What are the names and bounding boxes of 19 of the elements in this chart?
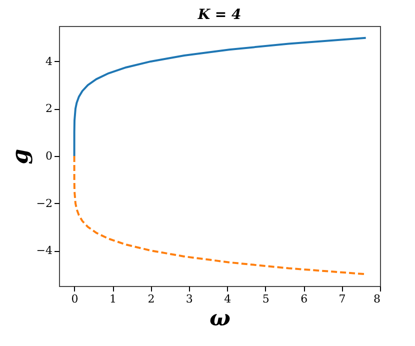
y-tick-label: 4 [46, 54, 52, 68]
x-tick-label: 8 [374, 292, 380, 306]
x-tick-label: 5 [262, 292, 270, 306]
line-series [73, 36, 367, 157]
y-tick-label: −4 [36, 244, 52, 258]
y-tick-label: 2 [46, 102, 52, 116]
line-series [73, 155, 367, 276]
y-axis-title: g [7, 148, 34, 164]
x-tick-label: 2 [148, 292, 155, 306]
y-tick-label: −2 [36, 196, 52, 210]
x-tick-label: 3 [186, 292, 193, 306]
y-tick-label: 0 [46, 150, 52, 162]
x-tick-label: 6 [300, 292, 308, 306]
x-tick-label: 7 [338, 292, 346, 306]
chart-title: K = 4 [196, 7, 242, 23]
x-tick-label: 4 [224, 292, 232, 306]
x-tick-label: 0 [71, 292, 78, 306]
x-axis-title: ω [210, 306, 231, 332]
x-tick-label: 1 [110, 292, 116, 306]
